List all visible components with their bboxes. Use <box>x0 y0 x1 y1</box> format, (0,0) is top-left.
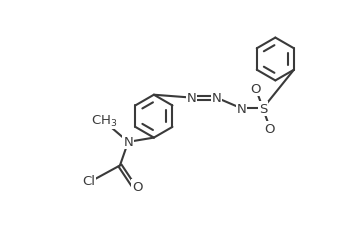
Text: N: N <box>123 136 133 149</box>
Text: O: O <box>265 122 275 135</box>
Text: Cl: Cl <box>82 174 95 187</box>
Text: O: O <box>132 181 142 194</box>
Text: O: O <box>250 82 261 95</box>
Text: CH$_3$: CH$_3$ <box>91 114 117 129</box>
Text: N: N <box>187 92 196 105</box>
Text: N: N <box>212 92 221 105</box>
Text: S: S <box>259 102 267 115</box>
Text: N: N <box>237 102 246 115</box>
